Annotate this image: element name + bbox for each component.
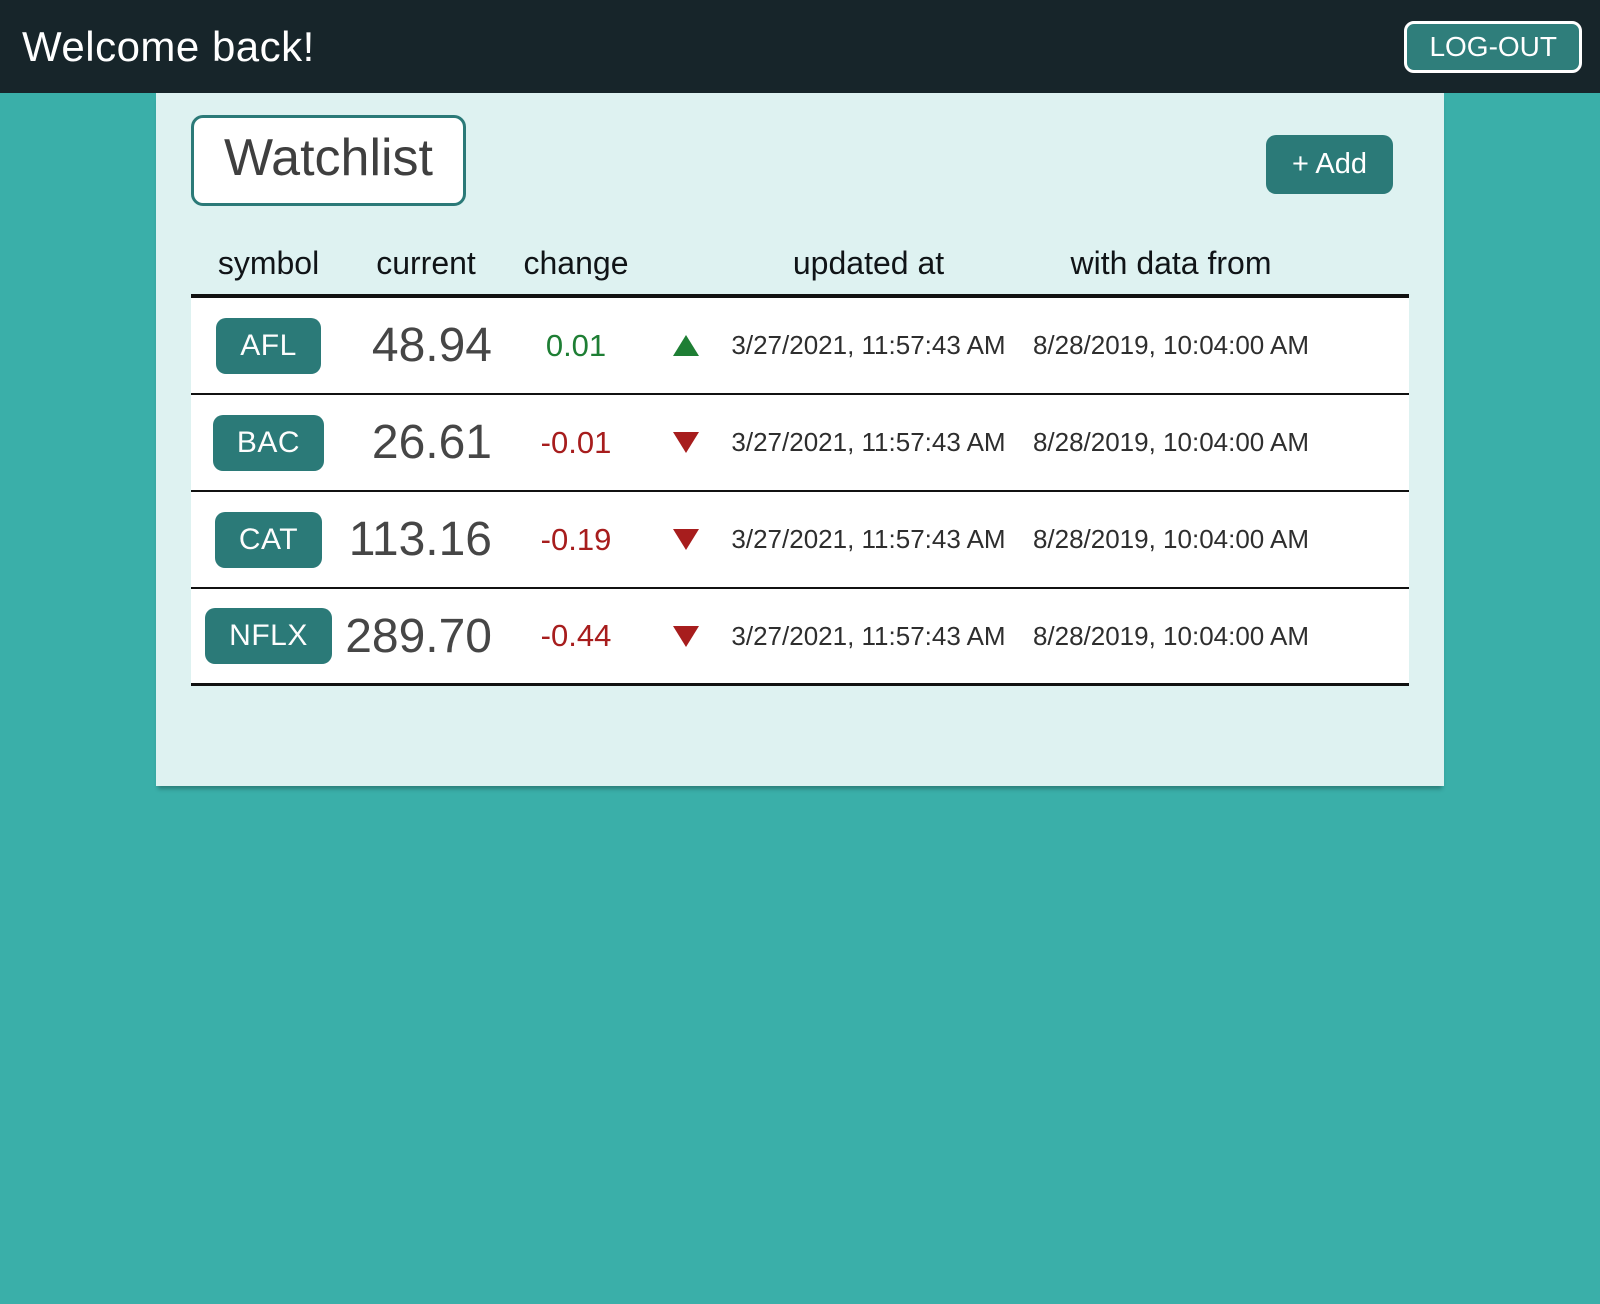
symbol-badge: CAT (214, 511, 323, 568)
direction-arrow-icon (673, 529, 699, 551)
column-header-symbol: symbol (217, 244, 320, 281)
watchlist-panel: Watchlist + Add symbol current change up… (156, 93, 1444, 787)
top-bar: Welcome back! LOG-OUT (0, 0, 1600, 93)
current-price: 48.94 (371, 319, 492, 373)
column-header-current: current (376, 244, 476, 281)
current-price: 289.70 (345, 609, 492, 663)
watchlist-table: symbol current change updated at with da… (191, 232, 1409, 687)
current-price: 113.16 (348, 513, 492, 567)
watchlist-title: Watchlist (191, 115, 466, 207)
price-change: -0.01 (540, 424, 612, 460)
symbol-badge: BAC (212, 414, 325, 471)
symbol-badge: NFLX (205, 608, 332, 665)
table-header-row: symbol current change updated at with da… (191, 232, 1409, 299)
watchlist-row[interactable]: BAC 26.61 -0.01 3/27/2021, 11:57:43 AM 8… (191, 395, 1409, 493)
watchlist-row[interactable]: NFLX 289.70 -0.44 3/27/2021, 11:57:43 AM… (191, 589, 1409, 687)
watchlist-row[interactable]: AFL 48.94 0.01 3/27/2021, 11:57:43 AM 8/… (191, 298, 1409, 396)
updated-at: 3/27/2021, 11:57:43 AM (731, 330, 1006, 361)
price-change: -0.44 (540, 618, 612, 654)
updated-at: 3/27/2021, 11:57:43 AM (731, 620, 1006, 651)
logout-button[interactable]: LOG-OUT (1404, 20, 1582, 73)
welcome-title: Welcome back! (22, 22, 315, 70)
add-button[interactable]: + Add (1266, 135, 1393, 194)
direction-arrow-icon (673, 335, 699, 357)
direction-arrow-icon (673, 625, 699, 647)
current-price: 26.61 (371, 416, 492, 470)
data-from: 8/28/2019, 10:04:00 AM (1032, 330, 1310, 361)
panel-header: Watchlist + Add (191, 115, 1409, 207)
updated-at: 3/27/2021, 11:57:43 AM (731, 524, 1006, 555)
data-from: 8/28/2019, 10:04:00 AM (1032, 620, 1310, 651)
column-header-updated: updated at (792, 244, 945, 281)
table-body: AFL 48.94 0.01 3/27/2021, 11:57:43 AM 8/… (191, 298, 1409, 687)
price-change: 0.01 (545, 327, 607, 363)
column-header-change: change (523, 244, 629, 281)
data-from: 8/28/2019, 10:04:00 AM (1032, 427, 1310, 458)
price-change: -0.19 (540, 521, 612, 557)
column-header-data-from: with data from (1070, 244, 1272, 281)
updated-at: 3/27/2021, 11:57:43 AM (731, 427, 1006, 458)
data-from: 8/28/2019, 10:04:00 AM (1032, 524, 1310, 555)
watchlist-row[interactable]: CAT 113.16 -0.19 3/27/2021, 11:57:43 AM … (191, 492, 1409, 590)
symbol-badge: AFL (216, 317, 321, 374)
direction-arrow-icon (673, 432, 699, 454)
